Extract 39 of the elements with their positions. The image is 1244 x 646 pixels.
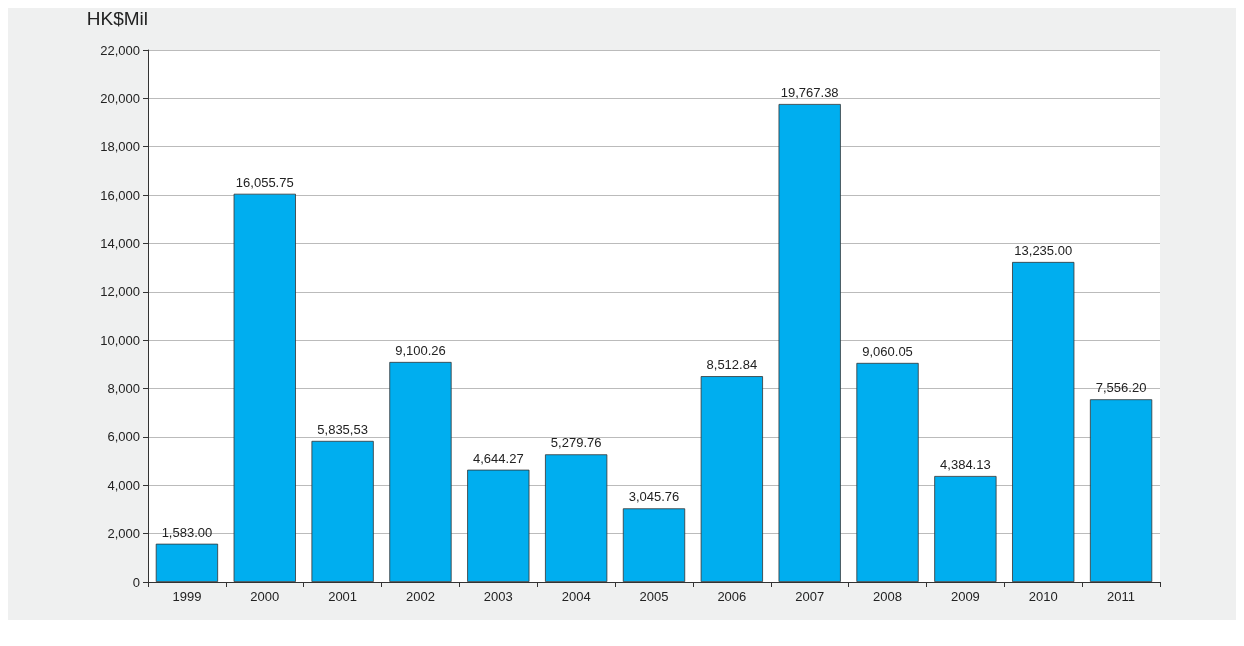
x-tick-label: 2009 [950,589,980,604]
x-tick-label: 2011 [1107,589,1136,604]
x-tick-label: 2008 [873,589,902,604]
data-label: 19,767.38 [780,84,839,100]
y-tick-label: 8,000 [107,381,140,397]
y-tick-label: 12,000 [100,284,140,300]
y-tick-label: 10,000 [100,332,140,348]
x-tick-label: 2002 [406,589,435,604]
y-tick-label: 16,000 [100,187,140,203]
x-tick-label: 1999 [172,589,202,604]
x-tick-label: 2006 [717,589,747,604]
y-tick-label: 4,000 [107,477,140,493]
x-tick-label: 2007 [795,589,825,604]
data-label: 3,045.76 [628,489,680,505]
y-tick-label: 2,000 [107,526,140,542]
data-label: 13,235.00 [1014,242,1073,258]
data-label: 9,060.05 [862,343,913,359]
data-label: 4,384.13 [940,456,991,472]
x-tick-label: 2004 [561,589,591,604]
y-tick-label: 6,000 [107,429,140,445]
data-label: 5,835,53 [317,421,368,437]
y-tick-label: 0 [132,574,140,590]
data-label: 1,583.00 [161,524,213,540]
y-tick-label: 22,000 [100,42,140,58]
x-tick-label: 2003 [483,589,513,604]
data-label: 7,556.20 [1095,380,1147,396]
x-tick-label: 2005 [639,589,669,604]
x-tick-label: 2010 [1028,589,1058,604]
data-label: 16,055.75 [235,174,294,190]
y-axis-title: HK$Mil [86,8,148,29]
y-tick-label: 18,000 [100,139,140,155]
data-label: 4,644.27 [473,450,524,466]
y-tick-label: 14,000 [100,235,140,251]
x-tick-label: 2000 [250,589,280,604]
y-tick-label: 20,000 [100,90,140,106]
data-label: 8,512.84 [706,357,758,373]
data-label: 9,100.26 [395,342,446,358]
x-tick-label: 2001 [328,589,358,604]
data-label: 5,279.76 [550,435,602,451]
